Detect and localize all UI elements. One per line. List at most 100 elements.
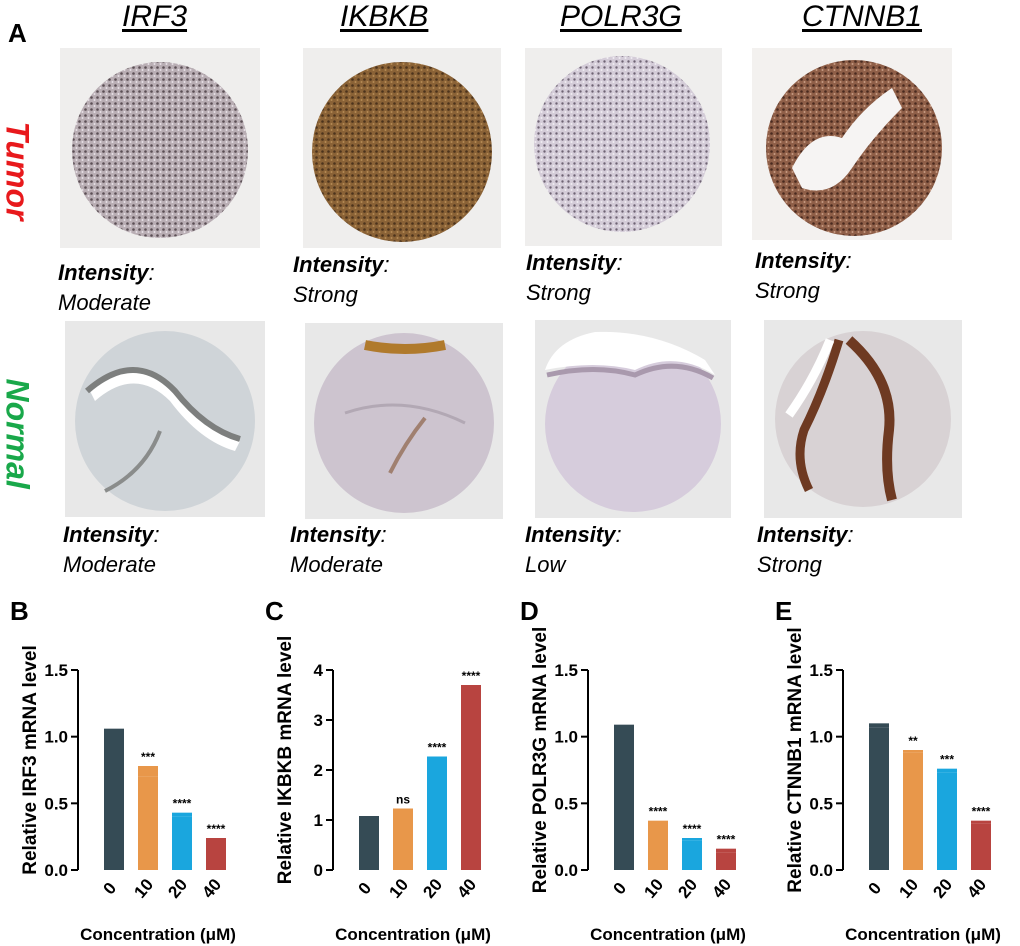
error-bar xyxy=(172,812,192,817)
x-tick-label: 10 xyxy=(385,875,412,902)
y-tick-label: 3 xyxy=(314,711,323,730)
y-axis-label: Relative POLR3G mRNA level xyxy=(530,627,551,893)
y-tick-label: 1.5 xyxy=(44,661,68,680)
significance-label: ns xyxy=(396,793,410,807)
bar xyxy=(461,690,481,870)
x-tick-label: 0 xyxy=(864,879,885,898)
row-label-tumor: Tumor xyxy=(0,121,36,221)
error-bar xyxy=(393,808,413,814)
intensity-colon: : xyxy=(153,522,160,547)
tumor-intensity-ikbkb: Intensity: Strong xyxy=(293,250,390,310)
y-tick-label: 1.0 xyxy=(809,728,833,747)
significance-label: ** xyxy=(908,734,918,748)
y-axis-label: Relative IRF3 mRNA level xyxy=(20,645,41,875)
bar xyxy=(393,813,413,870)
x-tick-label: 0 xyxy=(609,879,630,898)
significance-label: *** xyxy=(940,753,954,767)
tumor-tissue-polr3g xyxy=(525,48,722,246)
x-axis-label: Concentration (μM) xyxy=(335,925,491,944)
x-tick-label: 0 xyxy=(99,879,120,898)
intensity-colon: : xyxy=(380,522,387,547)
intensity-prefix: Intensity xyxy=(755,248,846,273)
x-axis-label: Concentration (μM) xyxy=(590,925,746,944)
bar xyxy=(206,842,226,870)
significance-label: *** xyxy=(141,750,155,764)
bar xyxy=(869,727,889,870)
x-tick-label: 40 xyxy=(453,875,480,902)
normal-tissue-irf3 xyxy=(65,321,265,517)
gene-title-polr3g: POLR3G xyxy=(560,0,682,33)
normal-intensity-ikbkb: Intensity: Moderate xyxy=(290,520,387,580)
x-tick-label: 40 xyxy=(708,875,735,902)
intensity-value: Strong xyxy=(293,282,358,307)
bar xyxy=(138,776,158,870)
intensity-value: Moderate xyxy=(58,290,151,315)
intensity-value: Low xyxy=(525,552,566,577)
tumor-tissue-irf3 xyxy=(60,48,260,248)
x-tick-label: 40 xyxy=(198,875,225,902)
x-tick-label: 20 xyxy=(164,875,191,902)
significance-label: **** xyxy=(462,669,481,683)
significance-label: **** xyxy=(683,822,702,836)
intensity-colon: : xyxy=(148,260,155,285)
tumor-tissue-ctnnb1 xyxy=(752,48,952,240)
significance-label: **** xyxy=(972,805,991,819)
significance-label: **** xyxy=(428,741,447,755)
bar xyxy=(903,752,923,870)
bar xyxy=(937,772,957,870)
y-tick-label: 2 xyxy=(314,761,323,780)
x-tick-label: 20 xyxy=(674,875,701,902)
error-bar xyxy=(716,848,736,853)
tumor-intensity-polr3g: Intensity: Strong xyxy=(526,248,623,308)
x-tick-label: 20 xyxy=(929,875,956,902)
bar xyxy=(172,816,192,870)
panel-letter: D xyxy=(520,596,539,626)
panel-a-label: A xyxy=(8,18,27,48)
error-bar xyxy=(869,723,889,728)
bar xyxy=(614,730,634,870)
y-axis-label: Relative IKBKB mRNA level xyxy=(275,636,296,884)
intensity-value: Strong xyxy=(526,280,591,305)
gene-title-irf3: IRF3 xyxy=(122,0,188,33)
x-tick-label: 0 xyxy=(354,879,375,898)
intensity-prefix: Intensity xyxy=(58,260,149,285)
bar xyxy=(971,823,991,870)
tumor-intensity-ctnnb1: Intensity: Strong xyxy=(755,246,852,306)
x-tick-label: 20 xyxy=(419,875,446,902)
significance-label: **** xyxy=(173,797,192,811)
panel-letter: C xyxy=(265,596,284,626)
significance-label: **** xyxy=(207,822,226,836)
error-bar xyxy=(138,766,158,777)
gene-title-ikbkb: IKBKB xyxy=(340,0,429,33)
x-tick-label: 10 xyxy=(895,875,922,902)
normal-tissue-ikbkb xyxy=(305,323,503,519)
intensity-prefix: Intensity xyxy=(525,522,616,547)
x-axis-label: Concentration (μM) xyxy=(80,925,236,944)
chart-ikbkb: C 0 1 2 3 4 Relative IKBKB mRNA level 0 ns 10 ****… xyxy=(265,596,491,944)
normal-intensity-ctnnb1: Intensity: Strong xyxy=(757,520,854,580)
intensity-prefix: Intensity xyxy=(757,522,848,547)
intensity-colon: : xyxy=(383,252,390,277)
y-tick-label: 4 xyxy=(314,661,324,680)
intensity-value: Moderate xyxy=(63,552,156,577)
y-tick-label: 0.5 xyxy=(809,794,833,813)
intensity-value: Strong xyxy=(755,278,820,303)
intensity-prefix: Intensity xyxy=(293,252,384,277)
y-axis-label: Relative CTNNB1 mRNA level xyxy=(785,627,806,892)
y-tick-label: 0.0 xyxy=(44,861,68,880)
x-axis-label: Concentration (μM) xyxy=(845,925,1001,944)
intensity-colon: : xyxy=(847,522,854,547)
bar xyxy=(648,826,668,870)
error-bar xyxy=(971,820,991,824)
x-tick-label: 10 xyxy=(640,875,667,902)
tumor-intensity-irf3: Intensity: Moderate xyxy=(58,258,155,318)
intensity-colon: : xyxy=(615,522,622,547)
normal-intensity-irf3: Intensity: Moderate xyxy=(63,520,160,580)
y-tick-label: 0.0 xyxy=(554,861,578,880)
panel-letter: B xyxy=(10,596,29,626)
normal-tissue-polr3g xyxy=(535,320,731,518)
significance-label: **** xyxy=(717,833,736,847)
y-tick-label: 1 xyxy=(314,811,323,830)
